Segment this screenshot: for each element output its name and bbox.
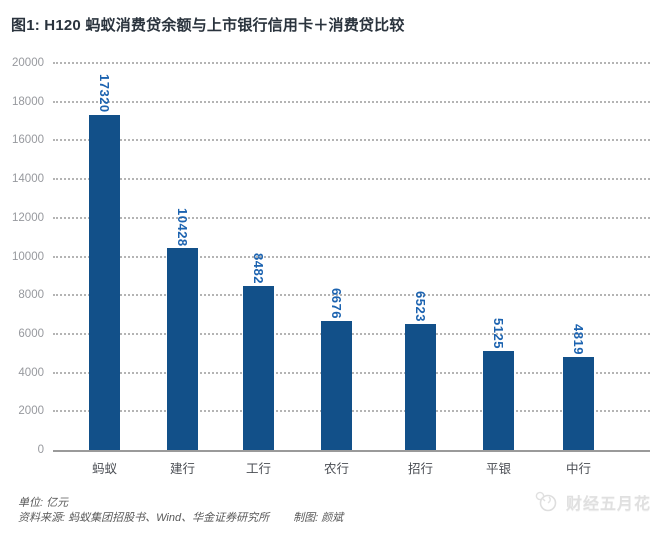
bar-农行	[321, 320, 352, 450]
bar-value-label: 6676	[329, 287, 344, 319]
bar-招行	[405, 323, 436, 450]
bar-value-label: 6523	[413, 290, 428, 322]
gridline	[53, 62, 650, 64]
y-axis-tick-label: 10000	[12, 250, 44, 263]
y-axis-tick-label: 18000	[12, 95, 44, 108]
y-axis-tick-label: 0	[37, 444, 44, 456]
watermark-text: 财经五月花	[565, 496, 651, 513]
bar-value-label: 10428	[175, 207, 190, 247]
bar-value-label: 5125	[491, 317, 506, 349]
gridline	[53, 294, 650, 297]
chart-title: 图1: H120 蚂蚁消费贷余额与上市银行信用卡＋消费贷比较	[11, 17, 405, 34]
y-axis-tick-label: 8000	[18, 289, 44, 302]
y-axis-tick-label: 16000	[12, 134, 44, 147]
x-axis-category-label: 农行	[323, 462, 349, 476]
bar-中行	[563, 356, 594, 450]
y-axis-tick-label: 4000	[18, 366, 44, 379]
x-axis-category-label: 蚂蚁	[91, 462, 117, 476]
flower-icon	[533, 489, 559, 515]
bar-value-label: 8482	[251, 252, 266, 284]
x-axis-category-label: 平银	[485, 462, 511, 476]
y-axis-tick-label: 2000	[18, 405, 44, 418]
bar-value-label: 4819	[571, 323, 586, 355]
x-axis-category-label: 建行	[169, 462, 195, 476]
x-axis-category-label: 中行	[565, 462, 591, 476]
bar-工行	[243, 285, 274, 450]
gridline	[53, 100, 650, 103]
x-axis-category-label: 工行	[245, 462, 271, 476]
x-axis-category-label: 招行	[407, 462, 433, 476]
bar-蚂蚁	[89, 114, 120, 450]
y-axis-tick-label: 6000	[18, 327, 44, 340]
source-label: 资料来源: 蚂蚁集团招股书、Wind、华金证券研究所	[18, 512, 270, 524]
bar-建行	[167, 248, 198, 450]
watermark: 财经五月花	[533, 489, 651, 515]
y-axis-tick-label: 12000	[12, 211, 44, 224]
gridline	[53, 139, 650, 142]
gridline	[53, 178, 650, 181]
y-axis-tick-label: 14000	[12, 173, 44, 186]
gridline	[53, 216, 650, 219]
credit-label: 制图: 颜斌	[293, 512, 344, 524]
chart-footer: 单位: 亿元 资料来源: 蚂蚁集团招股书、Wind、华金证券研究所 制图: 颜斌	[18, 496, 343, 526]
bar-value-label: 17320	[97, 74, 112, 113]
gridline	[53, 255, 650, 258]
plot-area: 0 2000 4000 6000 8000 10000 12000 14000 16000 180…	[12, 57, 650, 476]
unit-label: 单位: 亿元	[18, 497, 69, 509]
bar-平银	[483, 350, 514, 450]
y-axis-tick-label: 20000	[12, 57, 44, 69]
